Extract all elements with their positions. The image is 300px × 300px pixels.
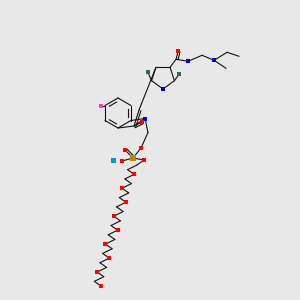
Bar bbox=[120, 186, 124, 190]
Bar bbox=[99, 284, 103, 288]
Bar bbox=[142, 158, 146, 162]
Bar bbox=[130, 155, 136, 161]
Bar bbox=[186, 59, 190, 63]
Bar bbox=[132, 172, 136, 176]
Bar bbox=[120, 159, 124, 163]
Bar bbox=[99, 103, 103, 107]
Bar bbox=[143, 116, 147, 121]
Bar bbox=[212, 58, 216, 62]
Bar bbox=[176, 49, 180, 53]
Bar bbox=[107, 256, 111, 260]
Bar bbox=[123, 148, 127, 152]
Bar bbox=[95, 270, 99, 274]
Bar bbox=[161, 87, 165, 91]
Bar bbox=[146, 70, 150, 74]
Bar bbox=[112, 214, 116, 218]
Bar bbox=[140, 120, 144, 124]
Bar bbox=[103, 242, 107, 246]
Bar bbox=[139, 146, 143, 150]
Bar bbox=[116, 228, 120, 232]
Bar bbox=[177, 72, 182, 76]
Bar bbox=[110, 158, 116, 163]
Bar bbox=[124, 200, 128, 204]
